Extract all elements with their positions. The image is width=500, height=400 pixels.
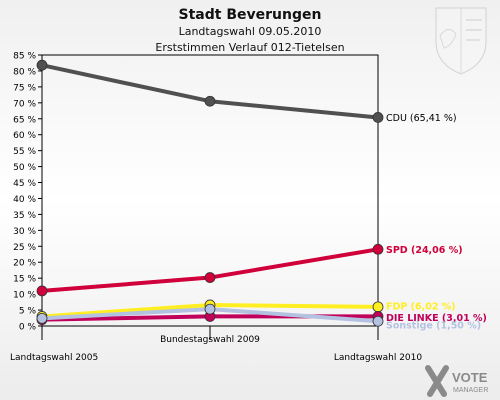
y-tick-label: 65 % [13,115,36,125]
coat-of-arms-icon [435,7,487,75]
y-tick-label: 5 % [19,307,37,317]
data-point [372,112,384,123]
y-tick-label: 70 % [13,99,36,109]
series-cdu: CDU (65,41 %) [36,59,457,124]
data-point [372,315,384,327]
chart-subtitle: Landtagswahl 09.05.2010 [178,25,322,38]
y-tick-label: 20 % [13,259,36,269]
data-point [204,303,216,315]
chart-title: Stadt Beverungen [178,7,322,23]
series-end-label: Sonstige (1,50 %) [386,321,481,332]
y-tick-label: 35 % [13,211,36,221]
y-tick-label: 40 % [13,195,36,205]
y-tick-label: 25 % [13,243,36,253]
y-tick-label: 45 % [13,179,36,189]
y-tick-label: 30 % [13,227,36,237]
series-sonstige: Sonstige (1,50 %) [36,303,481,332]
series-end-label: SPD (24,06 %) [386,245,463,256]
y-tick-label: 15 % [13,275,36,285]
votemanager-logo: VOTE MANAGER [425,365,488,397]
x-tick-label: Bundestagswahl 2009 [160,335,260,345]
series-end-label: FDP (6,02 %) [386,301,456,312]
data-point [372,243,384,255]
y-tick-label: 55 % [13,147,36,157]
data-point [36,285,48,297]
data-point [204,95,216,107]
series-end-label: DIE LINKE (3,01 %) [386,313,487,324]
series-line [40,63,380,120]
data-point [36,59,48,71]
data-point [204,272,216,283]
chart-titles: Stadt Beverungen Landtagswahl 09.05.2010… [0,6,500,56]
y-tick-label: 75 % [13,83,36,93]
series-spd: SPD (24,06 %) [36,243,463,297]
series-end-label: CDU (65,41 %) [386,113,457,124]
y-tick-label: 85 % [13,52,36,62]
y-tick-label: 80 % [13,67,36,77]
x-mark-icon [425,365,449,397]
data-point [36,312,48,324]
y-tick-label: 60 % [13,131,36,141]
series-line [40,247,380,293]
logo-text-vote: VOTE [452,370,488,385]
data-point [372,301,384,313]
x-tick-label: Landtagswahl 2005 [10,353,98,363]
y-tick-label: 50 % [13,163,36,173]
x-tick-label: Landtagswahl 2010 [334,353,423,363]
chart-subtitle-2: Erststimmen Verlauf 012-Tietelsen [155,41,345,54]
y-tick-label: 0 % [19,323,37,333]
logo-text-manager: MANAGER [453,387,488,394]
y-tick-label: 10 % [13,291,36,301]
